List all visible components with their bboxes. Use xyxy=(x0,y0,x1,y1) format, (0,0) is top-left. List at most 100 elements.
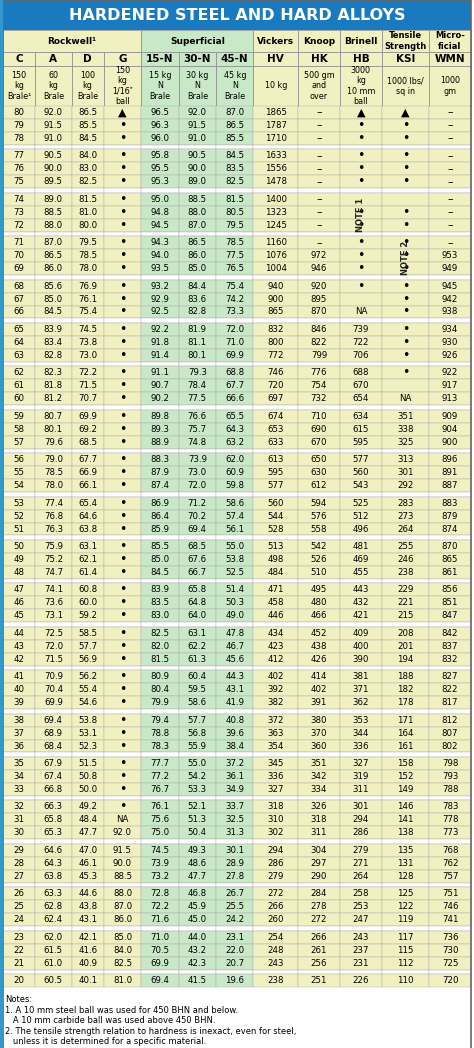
Text: 150
kg
1/16″
ball: 150 kg 1/16″ ball xyxy=(112,66,133,106)
Text: 141: 141 xyxy=(397,815,414,825)
Bar xyxy=(35,150,72,162)
Text: 455: 455 xyxy=(353,568,369,576)
Text: 55.4: 55.4 xyxy=(78,685,97,694)
Bar xyxy=(382,752,429,757)
Text: •: • xyxy=(119,596,126,609)
Bar xyxy=(254,379,298,392)
Bar xyxy=(429,839,471,844)
Bar xyxy=(35,449,72,453)
Bar xyxy=(216,957,254,969)
Text: 793: 793 xyxy=(442,772,458,781)
Bar xyxy=(298,783,340,795)
Bar xyxy=(429,193,471,205)
Text: •: • xyxy=(119,726,126,740)
Text: HK: HK xyxy=(310,54,328,64)
Text: 87.0: 87.0 xyxy=(225,108,244,117)
Text: 88.5: 88.5 xyxy=(113,872,132,880)
Bar xyxy=(254,714,298,726)
Text: 57.7: 57.7 xyxy=(188,716,207,724)
Text: ▲: ▲ xyxy=(401,108,410,117)
Bar xyxy=(340,770,382,783)
Text: 543: 543 xyxy=(353,481,369,490)
Bar xyxy=(3,392,35,406)
Text: 56.9: 56.9 xyxy=(78,655,97,663)
Text: 71.0: 71.0 xyxy=(225,337,244,347)
Bar xyxy=(0,0,3,1048)
Bar xyxy=(72,379,104,392)
Text: –: – xyxy=(316,133,322,144)
Bar xyxy=(429,566,471,578)
Text: Knoop: Knoop xyxy=(303,37,335,45)
Text: 754: 754 xyxy=(311,381,327,390)
Bar xyxy=(179,236,216,249)
Text: 496: 496 xyxy=(353,524,369,533)
Text: 438: 438 xyxy=(311,641,327,651)
Bar xyxy=(72,665,104,671)
Bar xyxy=(382,943,429,957)
Text: 73.6: 73.6 xyxy=(44,598,63,608)
Bar xyxy=(3,683,35,696)
Bar xyxy=(35,362,72,367)
Bar xyxy=(382,453,429,466)
Text: •: • xyxy=(119,175,126,189)
Text: •: • xyxy=(402,236,409,249)
Bar xyxy=(216,523,254,536)
Bar xyxy=(141,319,179,323)
Bar xyxy=(254,913,298,926)
Text: 25.5: 25.5 xyxy=(225,902,244,911)
Bar xyxy=(216,844,254,857)
Text: •: • xyxy=(119,162,126,175)
Text: 61.4: 61.4 xyxy=(78,568,97,576)
Text: 51.5: 51.5 xyxy=(78,759,97,768)
Bar xyxy=(141,714,179,726)
Text: •: • xyxy=(119,410,126,422)
Bar xyxy=(340,596,382,609)
Bar xyxy=(179,536,216,540)
Bar xyxy=(340,509,382,523)
Bar xyxy=(382,379,429,392)
Text: 362: 362 xyxy=(353,698,369,707)
Text: 48.6: 48.6 xyxy=(188,858,207,868)
Bar xyxy=(35,783,72,795)
Bar xyxy=(72,132,104,145)
Text: 59.2: 59.2 xyxy=(78,611,97,620)
Bar xyxy=(382,870,429,882)
Text: 55.9: 55.9 xyxy=(188,742,207,750)
Text: 44.3: 44.3 xyxy=(225,672,244,681)
Text: 484: 484 xyxy=(267,568,284,576)
Bar xyxy=(3,422,35,436)
Text: 942: 942 xyxy=(442,294,458,304)
Text: 926: 926 xyxy=(442,351,458,359)
Bar xyxy=(298,306,340,319)
Bar xyxy=(179,162,216,175)
Text: 41: 41 xyxy=(14,672,25,681)
Bar xyxy=(429,292,471,306)
Bar xyxy=(35,943,72,957)
Bar xyxy=(141,839,179,844)
Bar xyxy=(72,740,104,752)
Text: 76.1: 76.1 xyxy=(150,803,169,811)
Bar xyxy=(382,623,429,627)
Bar xyxy=(35,493,72,497)
Bar xyxy=(104,349,141,362)
Text: •: • xyxy=(119,523,126,536)
Text: 697: 697 xyxy=(268,394,284,403)
Text: 86.9: 86.9 xyxy=(150,499,169,507)
Bar xyxy=(35,280,72,292)
Text: 84.0: 84.0 xyxy=(78,151,97,160)
Text: 41.5: 41.5 xyxy=(188,976,207,985)
Bar xyxy=(382,410,429,422)
Bar xyxy=(216,349,254,362)
Text: 80.5: 80.5 xyxy=(225,208,244,217)
Bar xyxy=(382,553,429,566)
Bar xyxy=(104,578,141,584)
Bar xyxy=(298,627,340,639)
Text: 171: 171 xyxy=(397,716,414,724)
Text: 725: 725 xyxy=(442,959,458,967)
Bar xyxy=(141,292,179,306)
Text: 88.3: 88.3 xyxy=(150,455,169,464)
Text: 88.0: 88.0 xyxy=(188,208,207,217)
Text: 61.5: 61.5 xyxy=(44,945,63,955)
Bar xyxy=(340,957,382,969)
Bar xyxy=(179,943,216,957)
